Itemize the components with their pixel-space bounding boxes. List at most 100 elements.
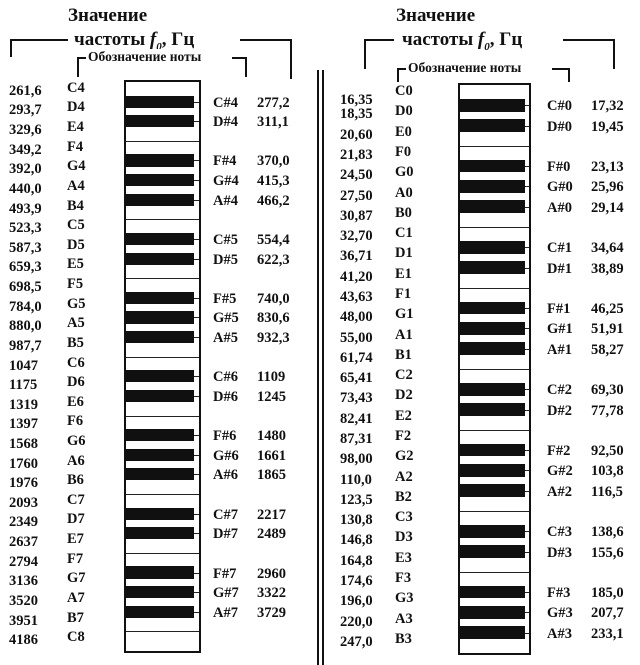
white-key — [126, 219, 199, 239]
black-key — [459, 240, 525, 254]
sharp-frequency: 277,2 — [257, 94, 290, 111]
natural-frequency-label: 43,63 — [340, 289, 373, 305]
bracket-line — [563, 39, 615, 41]
bracket-line — [397, 68, 399, 82]
black-key — [459, 342, 525, 355]
natural-frequency-label: 880,0 — [9, 318, 42, 335]
sharp-note-name: A#2 — [547, 483, 572, 500]
natural-note-label: A1 — [395, 326, 413, 343]
natural-frequency-label: 220,0 — [340, 613, 373, 630]
natural-frequency-label: 1397 — [9, 416, 38, 433]
sharp-frequency: 1480 — [257, 428, 286, 445]
sharp-note-name: A#1 — [547, 341, 572, 358]
note-designation-subheader: Обозначение ноты — [86, 49, 204, 65]
black-key — [125, 448, 195, 461]
natural-note-label: D3 — [395, 529, 413, 546]
natural-note-label: E6 — [67, 393, 84, 410]
natural-frequency-label: 1976 — [9, 475, 38, 492]
black-key — [125, 586, 195, 599]
sharp-note-label: A#2 116,5 — [547, 485, 623, 500]
black-key — [125, 429, 195, 442]
natural-frequency-label: 2794 — [9, 553, 38, 570]
black-key — [459, 464, 525, 477]
bracket-line — [10, 39, 68, 41]
sharp-frequency: 29,14 — [591, 199, 624, 216]
sharp-frequency: 1661 — [257, 447, 286, 464]
black-key — [459, 585, 525, 599]
white-key — [460, 511, 529, 531]
panel-divider — [322, 70, 324, 665]
sharp-note-label: G#3 207,7 — [547, 606, 624, 621]
white-key — [126, 494, 199, 514]
bracket-line — [568, 68, 570, 82]
sharp-frequency: 311,1 — [257, 114, 289, 131]
natural-frequency-label: 20,60 — [340, 126, 373, 143]
natural-note-label: B3 — [395, 630, 412, 647]
natural-frequency-label: 61,74 — [340, 349, 373, 366]
natural-note-label: C0 — [395, 83, 413, 100]
sharp-note-label: F#7 2960 — [213, 567, 286, 582]
natural-frequency-label: 18,35 — [340, 106, 373, 123]
sharp-frequency: 622,3 — [257, 251, 290, 268]
natural-frequency-label: 87,31 — [340, 431, 373, 447]
sharp-frequency: 932,3 — [257, 330, 290, 347]
bracket-line — [364, 39, 366, 69]
natural-note-label: E0 — [395, 123, 412, 140]
sharp-frequency: 58,27 — [591, 341, 624, 358]
natural-frequency-label: 587,3 — [9, 239, 42, 256]
natural-note-label: A0 — [395, 184, 413, 201]
white-key — [460, 145, 529, 166]
sharp-note-label: F#1 46,25 — [547, 302, 624, 317]
black-key — [125, 154, 195, 167]
sharp-note-name: F#4 — [213, 153, 237, 170]
natural-frequency-label: 123,5 — [340, 491, 373, 508]
bracket-line — [290, 39, 292, 79]
sharp-note-label: F#4 370,0 — [213, 154, 290, 169]
sharp-note-label: C#2 69,30 — [547, 383, 624, 398]
black-key — [125, 291, 195, 304]
natural-note-label: D5 — [67, 236, 85, 253]
bracket-line — [77, 57, 87, 59]
sharp-note-name: F#6 — [213, 428, 237, 445]
natural-frequency-label: 440,0 — [9, 180, 42, 197]
sharp-frequency: 23,13 — [591, 159, 624, 176]
black-key — [125, 330, 195, 344]
natural-frequency-label: 36,71 — [340, 248, 373, 265]
sharp-frequency: 1245 — [257, 388, 286, 405]
natural-frequency-label: 130,8 — [340, 512, 373, 529]
bracket-line — [613, 39, 615, 69]
natural-note-label: B0 — [395, 204, 412, 221]
sharp-note-label: G#2 103,8 — [547, 464, 624, 479]
natural-note-label: G0 — [395, 164, 414, 181]
black-key — [459, 119, 525, 132]
sharp-note-label: G#1 51,91 — [547, 322, 624, 337]
black-key — [459, 606, 525, 619]
sharp-frequency: 2217 — [257, 506, 286, 523]
sharp-note-name: C#2 — [547, 382, 572, 399]
natural-note-label: F4 — [67, 138, 84, 155]
sharp-frequency: 370,0 — [257, 153, 290, 170]
natural-frequency-label: 261,6 — [9, 82, 42, 99]
natural-frequency-label: 329,6 — [9, 122, 42, 139]
black-key — [459, 403, 525, 416]
natural-frequency-label: 27,50 — [340, 187, 373, 204]
natural-note-label: B5 — [67, 334, 84, 351]
frequency-unit: , Гц — [489, 29, 523, 50]
sharp-note-name: D#0 — [547, 118, 572, 135]
natural-frequency-label: 110,0 — [340, 471, 372, 488]
natural-note-label: G3 — [395, 590, 414, 607]
natural-note-label: A2 — [395, 468, 413, 485]
bracket-line — [10, 39, 12, 57]
sharp-note-name: A#5 — [213, 330, 238, 347]
sharp-frequency: 34,64 — [591, 240, 624, 257]
sharp-note-label: A#4 466,2 — [213, 194, 290, 209]
sharp-note-label: G#6 1661 — [213, 449, 286, 464]
natural-frequency-label: 293,7 — [9, 102, 42, 119]
sharp-note-name: A#0 — [547, 199, 572, 216]
white-key — [460, 429, 529, 450]
black-key — [125, 389, 195, 402]
natural-frequency-label: 98,00 — [340, 451, 373, 468]
natural-note-label: C4 — [67, 79, 85, 96]
sharp-note-name: G#2 — [547, 463, 573, 480]
natural-frequency-label: 659,3 — [9, 259, 42, 276]
